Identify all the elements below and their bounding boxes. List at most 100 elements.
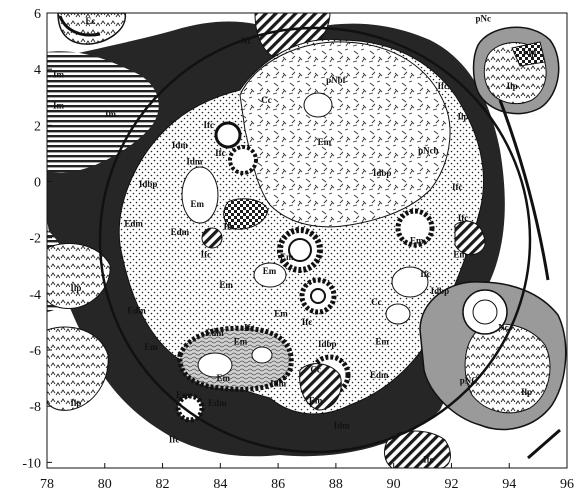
unit-label-u17: Em <box>318 137 332 147</box>
unit-label-u47: Em <box>216 373 230 383</box>
unit-label-u21: Em <box>190 199 204 209</box>
unit-label-u30: Em <box>280 252 294 262</box>
unit-label-u52: Em <box>309 395 323 405</box>
unit-label-u26: Ifc <box>201 249 212 259</box>
cc-pod-top <box>303 92 333 118</box>
unit-label-u34: Idbp <box>431 286 450 296</box>
unit-label-u23: Edm <box>171 227 190 237</box>
fault-line-right <box>498 99 550 281</box>
unit-label-u27: Ifc <box>458 213 469 223</box>
unit-label-u22: Edm <box>124 218 143 228</box>
unit-label-u28: Em <box>410 235 424 245</box>
x-tick-label: 90 <box>387 477 401 492</box>
im-checker-unit <box>223 198 269 230</box>
unit-label-u58: Ilp <box>521 387 532 397</box>
ilp-right-unit <box>464 323 551 414</box>
unit-label-u11: Ifc <box>438 81 449 91</box>
basin-rim <box>98 26 532 454</box>
unit-label-u14: Ifc <box>204 120 215 130</box>
fault-line-bottom <box>527 428 561 460</box>
y-tick-label: 6 <box>34 7 41 22</box>
y-tick-label: -10 <box>22 456 41 471</box>
unit-label-u46: Edm <box>370 370 389 380</box>
unit-label-u40: Em <box>144 342 158 352</box>
unit-label-u16: Idbp <box>139 179 158 189</box>
em-dash-unit <box>239 41 451 228</box>
unit-label-u18: pNcb <box>418 145 439 155</box>
unit-label-u13: Idm <box>172 140 189 150</box>
unit-label-u12: Ilp <box>457 112 468 122</box>
unit-label-u48: Em <box>176 390 190 400</box>
y-tick-label: -6 <box>29 344 41 359</box>
x-tick-label: 94 <box>502 477 516 492</box>
y-tick-label: -2 <box>29 232 41 247</box>
unit-label-u31: Em <box>263 266 277 276</box>
unit-label-u20: Ifc <box>452 182 463 192</box>
unit-label-u36: Em <box>274 308 288 318</box>
unit-label-u57: pNC <box>460 376 478 386</box>
ec-rim <box>58 15 101 37</box>
unit-label-u19: Idbp <box>373 168 392 178</box>
y-tick-label: -8 <box>29 400 41 415</box>
ifc-bottom-unit <box>384 430 451 468</box>
axes-frame <box>46 12 568 469</box>
ilp-left-unit <box>47 243 111 309</box>
x-tick-label: 78 <box>40 477 54 492</box>
idm-lower-unit <box>299 363 342 411</box>
unit-label-u6: Im <box>53 70 65 80</box>
x-tick-label: 82 <box>156 477 170 492</box>
unit-label-u1: Ec <box>85 16 95 26</box>
y-tick-label: 4 <box>34 63 41 78</box>
unit-label-u8: Im <box>105 109 117 119</box>
x-tick-label: 86 <box>271 477 285 492</box>
unit-label-u50: Idm <box>270 379 287 389</box>
unit-label-u38: Ilp <box>70 283 81 293</box>
unit-label-u41: Em <box>234 336 248 346</box>
y-tick-label: 2 <box>34 119 41 134</box>
unit-label-u39: Edm <box>127 306 146 316</box>
unit-label-u5: Ilp <box>507 81 518 91</box>
y-tick-label: -4 <box>29 288 41 303</box>
idp-unit <box>511 41 546 67</box>
ec-unit <box>57 13 126 45</box>
unit-label-u56: Nc <box>498 322 509 332</box>
x-tick-label: 84 <box>213 477 227 492</box>
unit-label-u59: Ifc <box>423 454 434 464</box>
unit-label-u32: Em <box>219 280 233 290</box>
unit-label-u44: Idbp <box>318 339 337 349</box>
unit-label-u7: Im <box>53 100 65 110</box>
axis-ticks: 78 80 82 84 86 88 90 92 94 96 6 4 2 0 -2 -4 -6 -8 -10 <box>22 7 574 492</box>
unit-label-u53: Idm <box>334 421 351 431</box>
ifc-right-unit <box>454 220 486 256</box>
y-tick-label: 0 <box>34 176 41 191</box>
unit-label-u15: Idm <box>186 157 203 167</box>
unit-labels: Ec Nc pNc Idp Ilp Im Im Im Cc pNbf Ifc Ilp Idm Ifc Idm… <box>53 13 536 464</box>
nc-ring-inner <box>472 299 498 325</box>
unit-label-u9: Cc <box>261 95 272 105</box>
unit-label-u3: pNc <box>475 13 491 23</box>
unit-label-u25: Ifc <box>215 148 226 158</box>
unit-label-u24: Im <box>224 221 236 231</box>
unit-label-u42: Ifc <box>244 322 255 332</box>
em-lower-pod-2 <box>251 346 273 364</box>
unit-label-u35: Cc <box>371 297 382 307</box>
unit-label-u45: Em <box>375 336 389 346</box>
unit-label-u29: Em <box>453 249 467 259</box>
em-pod <box>385 303 411 325</box>
unit-label-u37: Ifc <box>302 317 313 327</box>
unit-label-u49: Edm <box>208 398 227 408</box>
x-tick-label: 80 <box>98 477 112 492</box>
x-tick-label: 88 <box>329 477 343 492</box>
unit-label-u43: Edm <box>205 328 224 338</box>
x-tick-label: 92 <box>444 477 458 492</box>
ilp-lower-left-unit <box>47 326 109 411</box>
map-units <box>47 13 567 468</box>
unit-label-u55: Ifc <box>169 435 180 445</box>
im-lined-unit <box>47 51 159 173</box>
unit-label-u33: Ifc <box>420 269 431 279</box>
unit-label-u51: Cc <box>310 365 321 375</box>
unit-label-u2: Nc <box>241 36 252 46</box>
em-lower-pod <box>197 352 233 378</box>
cc-pod-right <box>391 266 429 298</box>
